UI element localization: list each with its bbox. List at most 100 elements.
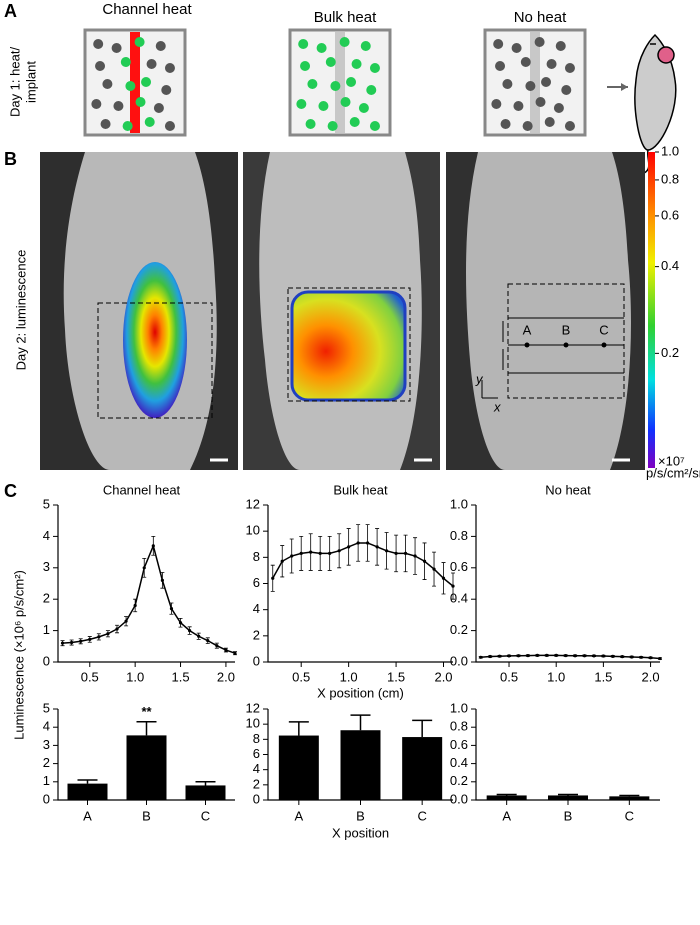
data-point: [188, 629, 192, 633]
error-bar: [195, 781, 216, 786]
error-bar: [619, 794, 640, 797]
chart-title: No heat: [545, 482, 591, 497]
y-tick-label: 5: [43, 496, 50, 511]
particle: [513, 101, 524, 111]
data-point: [206, 639, 210, 643]
bar: [185, 785, 226, 800]
x-tick-label: 0.5: [81, 669, 99, 684]
data-point: [384, 549, 389, 553]
x-tick-label: A: [83, 808, 92, 823]
bar: [126, 735, 167, 800]
row-label-line: Day 1: heat/: [7, 47, 22, 117]
data-point: [347, 545, 351, 549]
data-point: [337, 549, 341, 553]
data-point: [271, 576, 275, 580]
data-point: [573, 654, 577, 658]
error-bar: [412, 719, 433, 738]
particle: [366, 85, 377, 95]
particle: [351, 59, 362, 69]
particle: [369, 121, 380, 131]
data-point: [124, 619, 128, 623]
particle: [144, 117, 155, 127]
axis-label: x: [493, 399, 501, 414]
x-tick-label: 0.5: [500, 669, 518, 684]
particle: [544, 117, 555, 127]
bar: [609, 796, 650, 800]
significance: **: [141, 704, 152, 719]
bar: [67, 783, 108, 800]
data-point: [582, 654, 587, 658]
data-point: [658, 656, 662, 661]
y-tick-label: 10: [246, 716, 260, 731]
panel-a: A Channel heat Bulk heat No heat Day 1: …: [4, 1, 677, 176]
y-tick-label: 0.6: [450, 737, 468, 752]
particle: [541, 77, 552, 87]
x-tick-label: C: [625, 808, 634, 823]
error-bar: [350, 714, 371, 731]
colorbar-unit: p/s/cm²/sr: [646, 465, 700, 480]
y-axis-label: Luminescence (×10⁶ p/s/cm²): [11, 570, 26, 740]
data-point: [375, 545, 379, 549]
x-tick-label: B: [356, 808, 365, 823]
y-tick-label: 0.4: [450, 755, 468, 770]
colorbar-tick-label: 0.2: [661, 345, 679, 360]
particle: [493, 39, 504, 49]
y-tick-label: 0: [253, 653, 260, 668]
particle: [164, 63, 175, 73]
particle: [340, 97, 351, 107]
y-tick-label: 2: [253, 627, 260, 642]
data-point: [648, 656, 653, 660]
error-bar: [496, 793, 517, 796]
particle: [164, 121, 175, 131]
data-point: [507, 654, 511, 658]
stripe: [530, 32, 540, 133]
y-tick-label: 4: [43, 528, 50, 543]
bar: [486, 795, 527, 800]
mouse-photo: [243, 152, 440, 470]
particle: [522, 121, 533, 131]
particle: [296, 99, 307, 109]
y-tick-label: 8: [253, 549, 260, 564]
bar: [548, 795, 588, 800]
data-point: [620, 655, 624, 659]
y-tick-label: 0: [253, 791, 260, 806]
particle: [546, 59, 557, 69]
axis-label: y: [475, 371, 484, 386]
y-tick-label: 12: [246, 496, 260, 511]
y-tick-label: 6: [253, 575, 260, 590]
panel-label: B: [4, 149, 17, 169]
data-point: [290, 554, 294, 558]
y-tick-label: 0.8: [450, 528, 468, 543]
y-tick-label: 3: [43, 559, 50, 574]
particle: [161, 85, 172, 95]
colorbar: [648, 152, 655, 468]
data-point: [299, 551, 303, 556]
particle: [360, 41, 371, 51]
particle: [502, 79, 513, 89]
particle: [298, 39, 309, 49]
particle: [125, 81, 136, 91]
point-label: A: [523, 322, 532, 337]
y-tick-label: 0.0: [450, 791, 468, 806]
data-point: [497, 654, 502, 658]
particle: [339, 37, 350, 47]
x-tick-label: 2.0: [642, 669, 660, 684]
mouse-icon: [634, 33, 677, 176]
data-point: [413, 554, 417, 558]
data-point: [224, 648, 228, 652]
x-tick-label: 1.0: [126, 669, 144, 684]
y-tick-label: 1: [43, 622, 50, 637]
panel-label: C: [4, 481, 17, 501]
row-label-line: implant: [23, 61, 38, 103]
y-tick-label: 0: [43, 653, 50, 668]
particle: [535, 97, 546, 107]
y-tick-label: 0.6: [450, 559, 468, 574]
particle: [325, 57, 336, 67]
data-point: [70, 640, 74, 645]
bar: [278, 735, 319, 800]
colorbar-tick-label: 0.4: [661, 258, 679, 273]
x-tick-label: B: [142, 808, 151, 823]
y-tick-label: 0.4: [450, 591, 468, 606]
x-tick-label: 2.0: [217, 669, 235, 684]
